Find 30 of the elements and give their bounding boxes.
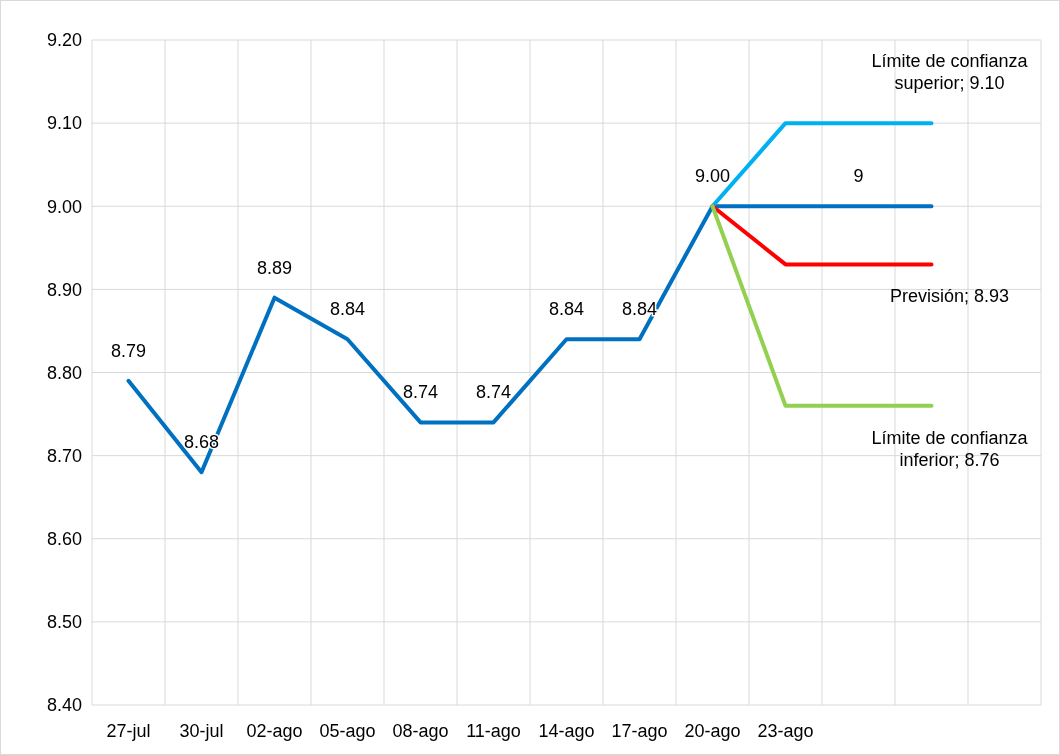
data-label: 9	[853, 166, 864, 187]
y-tick-label: 8.50	[46, 612, 82, 633]
data-label: 8.84	[329, 299, 366, 320]
y-tick-label: 8.60	[46, 529, 82, 550]
x-tick-label: 17-ago	[611, 721, 668, 741]
y-tick-label: 8.80	[46, 362, 82, 383]
x-tick-label: 05-ago	[319, 721, 376, 741]
y-tick-label: 9.10	[46, 113, 82, 134]
data-label: 8.74	[475, 382, 512, 403]
data-label: 8.84	[548, 299, 585, 320]
data-label: 8.89	[256, 257, 293, 278]
x-tick-label: 11-ago	[466, 721, 521, 741]
data-label: 8.79	[110, 340, 147, 361]
x-tick-label: 27-jul	[106, 721, 151, 741]
data-label: Previsión; 8.93	[889, 286, 1010, 307]
x-tick-label: 08-ago	[392, 721, 449, 741]
y-tick-label: 8.90	[46, 279, 82, 300]
x-tick-label: 02-ago	[246, 721, 303, 741]
data-label: Límite de confianza inferior; 8.76	[871, 427, 1029, 470]
y-tick-label: 8.70	[46, 445, 82, 466]
x-tick-label: 14-ago	[538, 721, 595, 741]
data-label: 8.74	[402, 382, 439, 403]
x-tick-label: 30-jul	[179, 721, 224, 741]
y-tick-label: 8.40	[46, 695, 82, 716]
y-tick-label: 9.20	[46, 30, 82, 51]
data-label: 9.00	[694, 166, 731, 187]
y-tick-label: 9.00	[46, 196, 82, 217]
x-tick-label: 20-ago	[684, 721, 741, 741]
data-label: Límite de confianza superior; 9.10	[871, 51, 1029, 94]
x-tick-label: 23-ago	[757, 721, 814, 741]
